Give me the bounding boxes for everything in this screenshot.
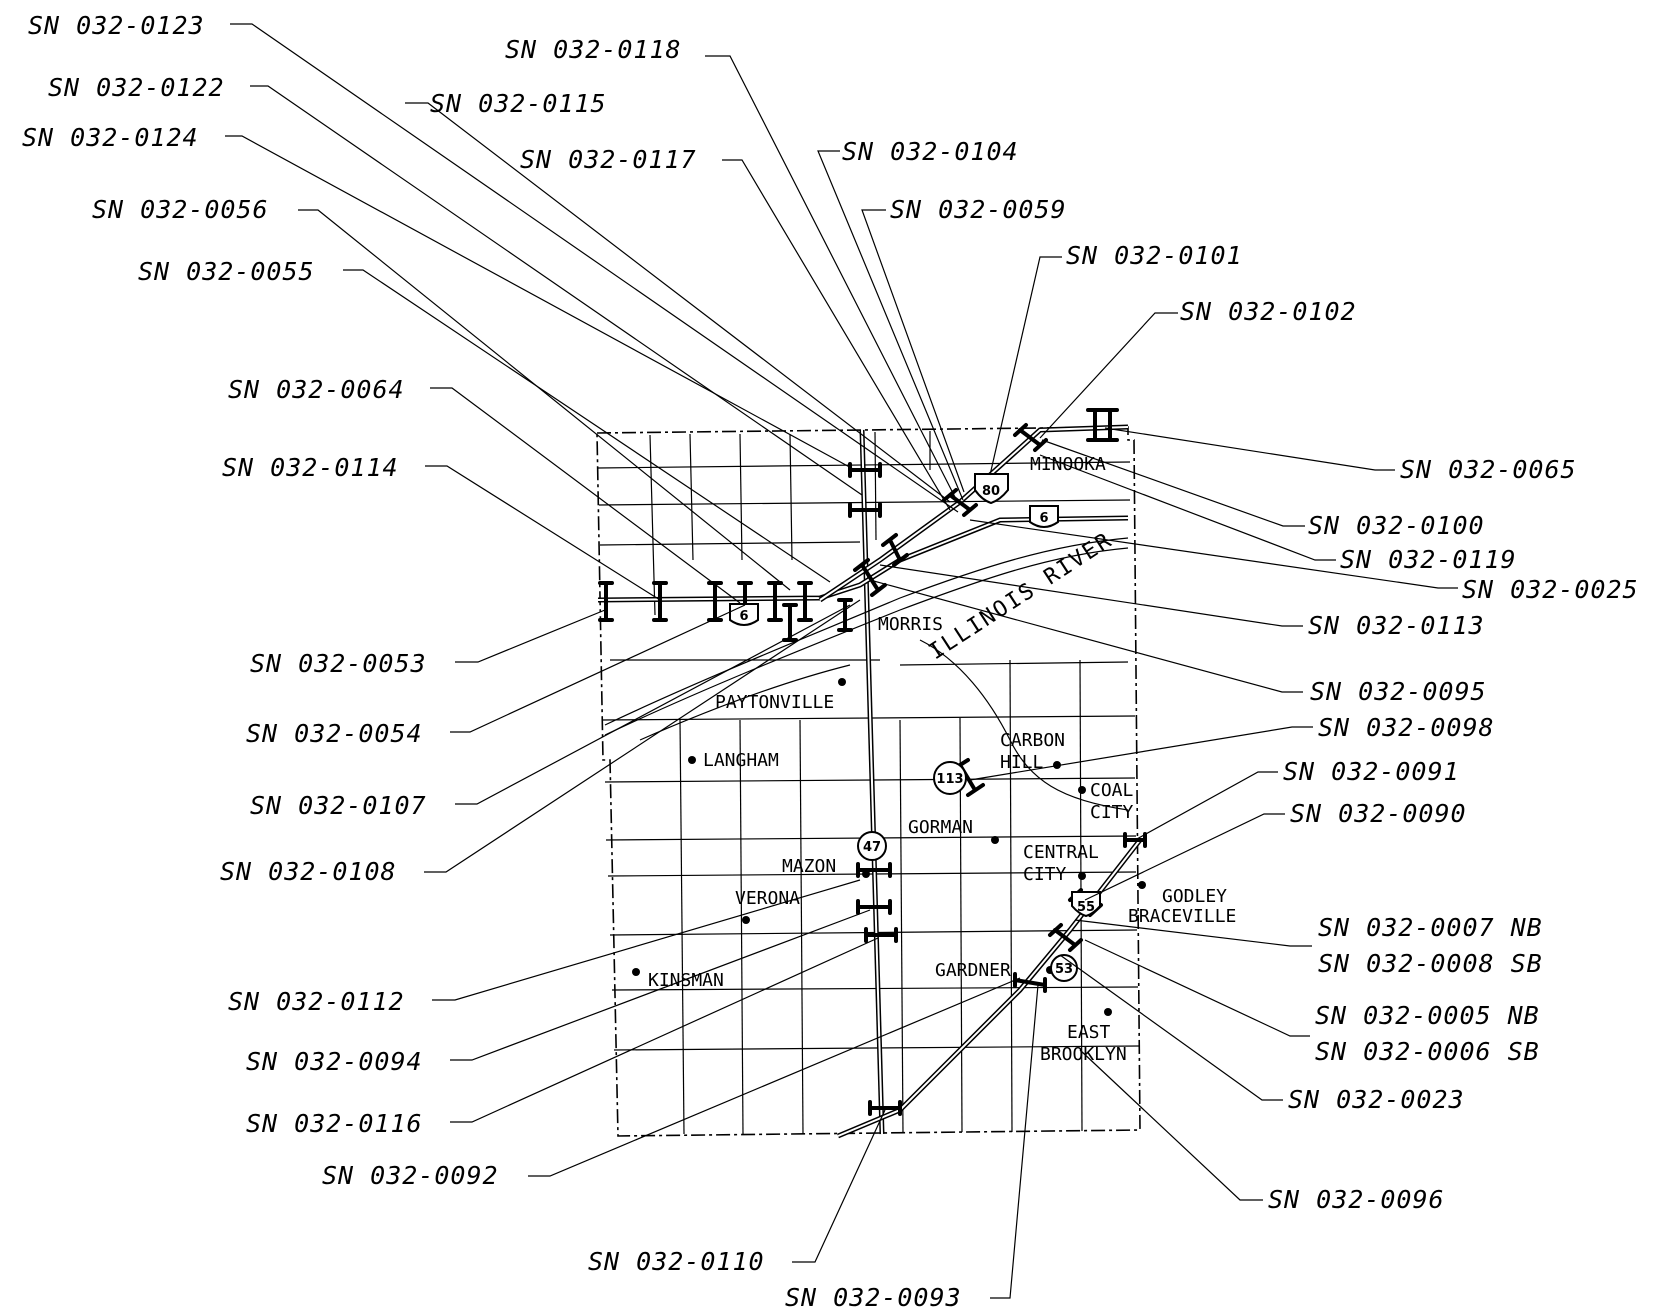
callout-0118: SN 032-0118 xyxy=(505,35,682,64)
town-coal-city: CITY xyxy=(1090,802,1134,823)
callout-0100: SN 032-0100 xyxy=(1308,511,1485,540)
callout-0095: SN 032-0095 xyxy=(1310,677,1487,706)
callout-0113: SN 032-0113 xyxy=(1308,611,1485,640)
svg-text:55: 55 xyxy=(1077,900,1095,915)
svg-text:80: 80 xyxy=(982,484,1000,499)
town-east-brooklyn: BROOKLYN xyxy=(1040,1044,1127,1065)
callout-0053: SN 032-0053 xyxy=(250,649,427,678)
callout-0005nb: SN 032-0005 NB xyxy=(1315,1001,1540,1030)
town-langham: LANGHAM xyxy=(703,750,779,771)
town-braceville: BRACEVILLE xyxy=(1128,906,1236,927)
callout-0092: SN 032-0092 xyxy=(322,1161,499,1190)
callout-0065: SN 032-0065 xyxy=(1400,455,1577,484)
shield-il47: 47 xyxy=(857,831,887,861)
callout-0023: SN 032-0023 xyxy=(1288,1085,1465,1114)
town-coal: COAL xyxy=(1090,780,1134,801)
town-verona: VERONA xyxy=(735,888,800,909)
callout-labels: SN 032-0123 SN 032-0118 SN 032-0122 SN 0… xyxy=(22,11,1639,1311)
town-carbon: CARBON xyxy=(1000,730,1065,751)
callout-0112: SN 032-0112 xyxy=(228,987,405,1016)
town-gorman: GORMAN xyxy=(908,817,973,838)
callout-0064: SN 032-0064 xyxy=(228,375,405,404)
callout-0090: SN 032-0090 xyxy=(1290,799,1467,828)
callout-0008sb: SN 032-0008 SB xyxy=(1318,949,1543,978)
svg-text:113: 113 xyxy=(936,772,963,787)
callout-0116: SN 032-0116 xyxy=(246,1109,423,1138)
callout-0096: SN 032-0096 xyxy=(1268,1185,1445,1214)
town-mazon: MAZON xyxy=(782,856,836,877)
callout-0101: SN 032-0101 xyxy=(1066,241,1243,270)
callout-0098: SN 032-0098 xyxy=(1318,713,1495,742)
shield-il113: 113 xyxy=(933,761,967,795)
shield-i80: 80 xyxy=(974,473,1009,505)
svg-text:6: 6 xyxy=(1039,511,1048,526)
town-minooka: MINOOKA xyxy=(1030,454,1106,475)
town-paytonville: PAYTONVILLE xyxy=(715,692,834,713)
callout-0094: SN 032-0094 xyxy=(246,1047,423,1076)
callout-0115: SN 032-0115 xyxy=(430,89,607,118)
callout-0054: SN 032-0054 xyxy=(246,719,423,748)
town-morris: MORRIS xyxy=(878,614,943,635)
callout-0123: SN 032-0123 xyxy=(28,11,205,40)
highway-us6 xyxy=(597,515,1129,603)
callout-0108: SN 032-0108 xyxy=(220,857,397,886)
town-hill: HILL xyxy=(1000,752,1044,773)
town-east: EAST xyxy=(1067,1022,1111,1043)
town-central: CENTRAL xyxy=(1023,842,1099,863)
callout-0093: SN 032-0093 xyxy=(785,1283,962,1311)
shield-us6-west: 6 xyxy=(729,603,759,626)
callout-0110: SN 032-0110 xyxy=(588,1247,765,1276)
town-gardner: GARDNER xyxy=(935,960,1011,981)
town-godley: GODLEY xyxy=(1162,886,1227,907)
town-central-city: CITY xyxy=(1023,864,1067,885)
callout-0056: SN 032-0056 xyxy=(92,195,269,224)
callout-0124: SN 032-0124 xyxy=(22,123,199,152)
svg-text:6: 6 xyxy=(739,609,748,624)
callout-0117: SN 032-0117 xyxy=(520,145,697,174)
callout-0025: SN 032-0025 xyxy=(1462,575,1639,604)
callout-0114: SN 032-0114 xyxy=(222,453,399,482)
callout-0059: SN 032-0059 xyxy=(890,195,1067,224)
shield-us6-east: 6 xyxy=(1029,505,1059,528)
route-shields: 80 6 6 113 47 55 xyxy=(729,473,1101,982)
callout-0007nb: SN 032-0007 NB xyxy=(1318,913,1543,942)
callout-0122: SN 032-0122 xyxy=(48,73,225,102)
svg-text:47: 47 xyxy=(863,840,881,855)
county-base-map: 80 6 6 113 47 55 xyxy=(596,408,1147,1139)
callout-0102: SN 032-0102 xyxy=(1180,297,1357,326)
callout-0091: SN 032-0091 xyxy=(1283,757,1460,786)
town-kinsman: KINSMAN xyxy=(648,970,724,991)
callout-0055: SN 032-0055 xyxy=(138,257,315,286)
callout-0119: SN 032-0119 xyxy=(1340,545,1517,574)
svg-text:53: 53 xyxy=(1055,962,1073,977)
highway-il47 xyxy=(859,429,885,1135)
callout-0107: SN 032-0107 xyxy=(250,791,427,820)
callout-0104: SN 032-0104 xyxy=(842,137,1019,166)
shield-il53: 53 xyxy=(1050,954,1078,982)
illinois-river xyxy=(604,537,1129,811)
shield-i55: 55 xyxy=(1071,891,1101,918)
callout-0006sb: SN 032-0006 SB xyxy=(1315,1037,1540,1066)
